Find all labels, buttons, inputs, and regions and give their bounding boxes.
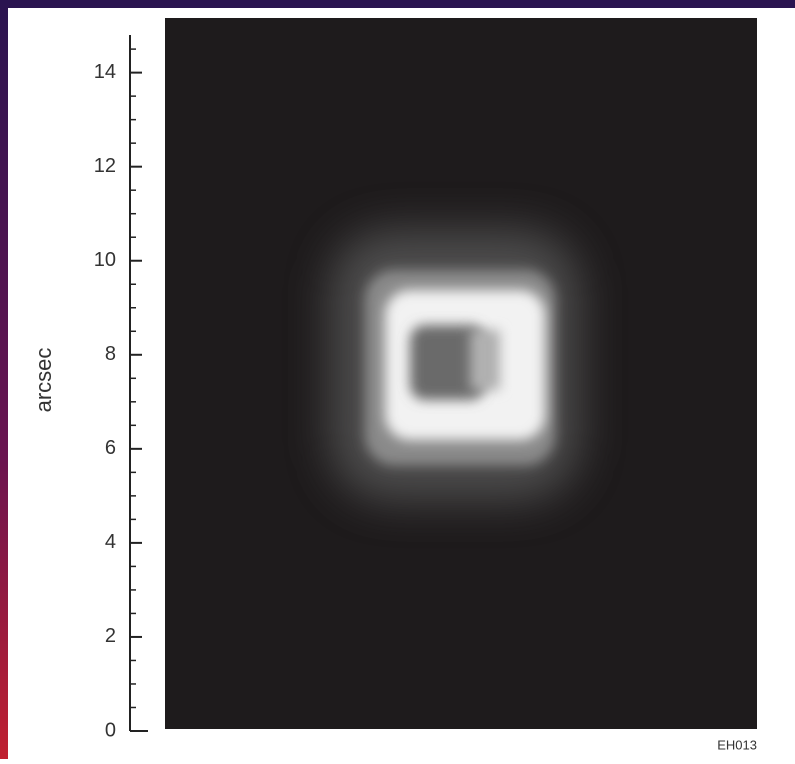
y-tick-label: 6 bbox=[105, 437, 116, 459]
source-blob bbox=[330, 230, 580, 500]
top-border bbox=[0, 0, 795, 8]
y-tick-label: 8 bbox=[105, 343, 116, 365]
annotation: EH013 bbox=[717, 737, 757, 752]
y-tick-label: 14 bbox=[94, 61, 116, 83]
y-tick-label: 0 bbox=[105, 719, 116, 741]
image-panel bbox=[165, 18, 757, 729]
y-tick-label: 12 bbox=[94, 155, 116, 177]
chart: arcsec EH013 0 2 4 6 8 10 12 14 bbox=[0, 0, 795, 759]
y-tick-label: 4 bbox=[105, 531, 116, 553]
y-tick-label: 2 bbox=[105, 625, 116, 647]
y-axis-label: arcsec bbox=[31, 348, 56, 413]
left-border bbox=[0, 0, 8, 759]
y-tick-label: 10 bbox=[94, 249, 116, 271]
